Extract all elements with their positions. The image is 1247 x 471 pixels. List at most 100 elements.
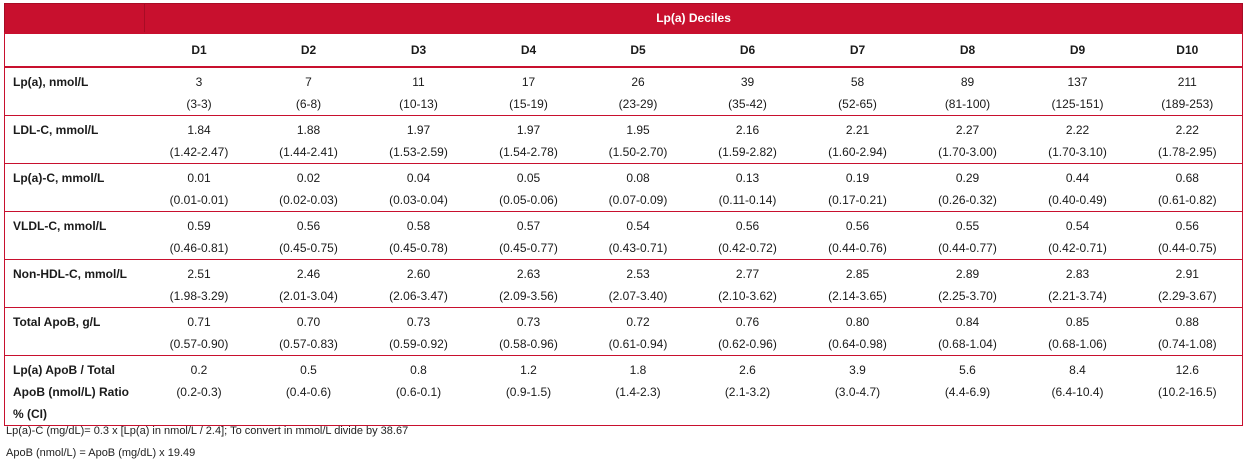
cell-value: 0.76 [735,315,760,329]
table-cell: 2.89 (2.25-3.70) [912,259,1023,308]
table-cell: 3.9 (3.0-4.7) [802,355,913,426]
cell-ci: (1.60-2.94) [828,145,887,159]
cell-ci: (0.74-1.08) [1157,337,1217,351]
table-cell: 2.16 (1.59-2.82) [692,115,803,164]
column-header-d10: D10 [1132,32,1244,68]
cell-ci: (2.14-3.65) [828,289,887,303]
cell-ci: (0.4-0.6) [285,385,332,399]
cell-ci: (1.70-3.00) [938,145,997,159]
table-cell: 7 (6-8) [253,67,364,116]
table-banner-row: Lp(a) Deciles [4,3,1244,34]
table-cell: 2.60 (2.06-3.47) [363,259,474,308]
row-label-text: Non-HDL-C, mmol/L [13,267,127,281]
column-header-d8: D8 [912,32,1023,68]
cell-value: 1.88 [296,123,321,137]
cell-ci: (0.45-0.77) [499,241,558,255]
cell-value: 0.68 [1175,171,1199,185]
cell-value: 0.01 [187,171,211,185]
row-label: LDL-C, mmol/L [4,115,145,164]
row-label-text: Lp(a), nmol/L [13,75,89,89]
cell-value: 1.97 [516,123,541,137]
table-cell: 8.4 (6.4-10.4) [1022,355,1133,426]
cell-ci: (0.64-0.98) [828,337,887,351]
column-header-blank [4,32,145,68]
table-cell: 1.97 (1.54-2.78) [473,115,584,164]
table-row: Lp(a) ApoB / Total ApoB (nmol/L) Ratio % (… [4,355,1244,426]
table-cell: 0.71 (0.57-0.90) [144,307,254,356]
footnote-lpa-c-conversion: Lp(a)-C (mg/dL)= 0.3 x [Lp(a) in nmol/L … [6,425,409,437]
cell-value: 0.55 [955,219,980,233]
column-header-d9: D9 [1022,32,1133,68]
table-cell: 0.29 (0.26-0.32) [912,163,1023,212]
cell-ci: (0.57-0.83) [279,337,338,351]
cell-value: 2.22 [1175,123,1199,137]
cell-value: 0.5 [300,363,317,377]
table-cell: 0.05 (0.05-0.06) [473,163,584,212]
row-label-text: Total ApoB, g/L [13,315,101,329]
table-cell: 39 (35-42) [692,67,803,116]
table-cell: 0.57 (0.45-0.77) [473,211,584,260]
cell-ci: (52-65) [838,97,877,111]
table-cell: 0.54 (0.43-0.71) [583,211,693,260]
cell-value: 2.16 [735,123,760,137]
cell-value: 211 [1177,75,1197,89]
table-row: Lp(a)-C, mmol/L 0.01 (0.01-0.01) 0.02 (0.02-… [4,163,1244,212]
cell-value: 0.2 [190,363,208,377]
cell-value: 2.53 [626,267,650,281]
cell-ci: (3.0-4.7) [834,385,881,399]
cell-value: 2.22 [1065,123,1090,137]
cell-value: 0.71 [187,315,211,329]
cell-value: 89 [960,75,975,89]
table-cell: 26 (23-29) [583,67,693,116]
cell-value: 0.05 [516,171,541,185]
cell-ci: (1.70-3.10) [1048,145,1107,159]
table-cell: 0.04 (0.03-0.04) [363,163,474,212]
table-cell: 12.6 (10.2-16.5) [1132,355,1244,426]
cell-value: 0.56 [296,219,321,233]
table-cell: 2.46 (2.01-3.04) [253,259,364,308]
table-cell: 0.68 (0.61-0.82) [1132,163,1244,212]
cell-ci: (1.54-2.78) [499,145,558,159]
table-cell: 0.76 (0.62-0.96) [692,307,803,356]
cell-value: 0.02 [296,171,321,185]
cell-value: 0.73 [516,315,541,329]
table-cell: 0.56 (0.44-0.75) [1132,211,1244,260]
banner-title: Lp(a) Deciles [143,3,1244,34]
table-cell: 0.02 (0.02-0.03) [253,163,364,212]
cell-ci: (125-151) [1051,97,1104,111]
cell-ci: (0.68-1.04) [938,337,997,351]
row-label-text: Lp(a)-C, mmol/L [13,171,105,185]
cell-ci: (0.11-0.14) [718,193,777,207]
cell-ci: (0.57-0.90) [169,337,229,351]
cell-ci: (35-42) [728,97,767,111]
cell-ci: (2.10-3.62) [718,289,777,303]
table-cell: 0.72 (0.61-0.94) [583,307,693,356]
table-cell: 0.56 (0.42-0.72) [692,211,803,260]
cell-ci: (10-13) [399,97,438,111]
cell-value: 0.04 [406,171,431,185]
cell-value: 2.60 [406,267,431,281]
table-cell: 0.80 (0.64-0.98) [802,307,913,356]
row-label: Lp(a)-C, mmol/L [4,163,145,212]
cell-ci: (2.07-3.40) [608,289,668,303]
cell-ci: (0.02-0.03) [279,193,338,207]
cell-value: 0.80 [845,315,870,329]
cell-value: 2.63 [516,267,541,281]
cell-ci: (15-19) [509,97,548,111]
column-header-d5: D5 [583,32,693,68]
cell-ci: (0.01-0.01) [169,193,229,207]
cell-ci: (0.03-0.04) [389,193,448,207]
cell-value: 0.57 [516,219,541,233]
table-cell: 0.19 (0.17-0.21) [802,163,913,212]
cell-ci: (4.4-6.9) [944,385,991,399]
cell-ci: (3-3) [186,97,212,111]
table-cell: 2.91 (2.29-3.67) [1132,259,1244,308]
cell-value: 26 [631,75,645,89]
footnote-apob-conversion: ApoB (nmol/L) = ApoB (mg/dL) x 19.49 [6,447,196,459]
cell-ci: (1.4-2.3) [615,385,661,399]
table-cell: 2.83 (2.21-3.74) [1022,259,1133,308]
table-cell: 0.5 (0.4-0.6) [253,355,364,426]
table-cell: 3 (3-3) [144,67,254,116]
table-cell: 1.95 (1.50-2.70) [583,115,693,164]
cell-ci: (1.59-2.82) [718,145,777,159]
